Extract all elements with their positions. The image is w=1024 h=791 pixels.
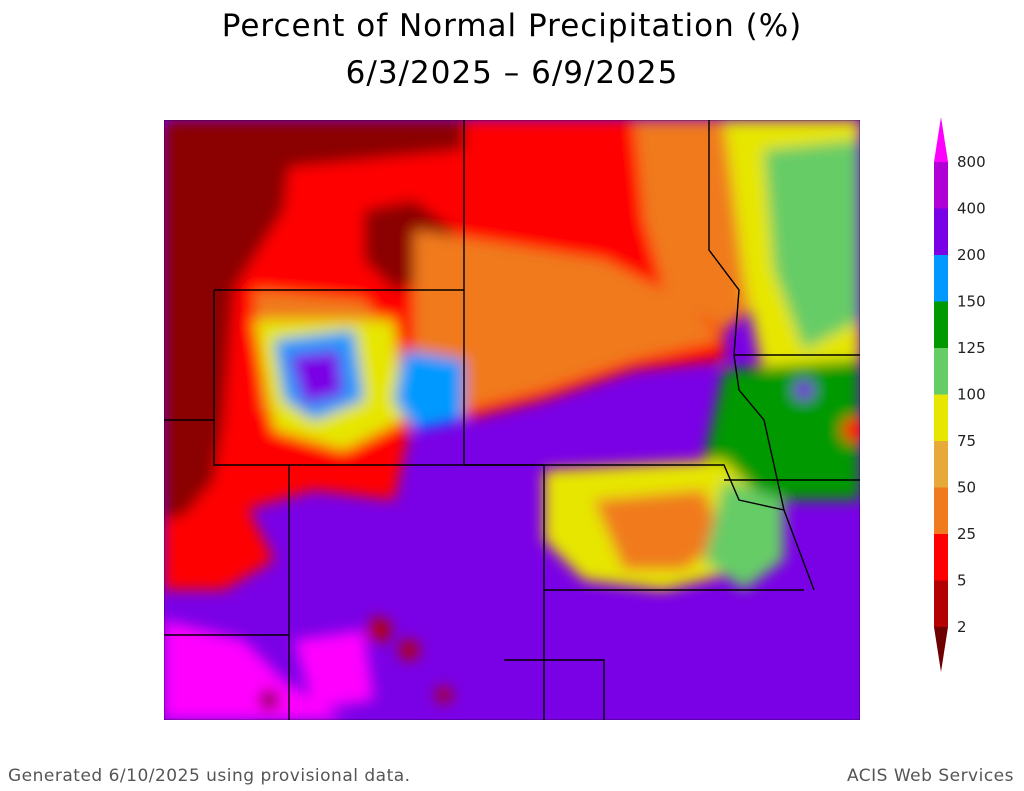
legend-label: 25 [957,525,976,543]
region-blue-center [394,350,464,430]
precipitation-map [164,120,860,720]
hotspot-south-3 [259,690,279,710]
color-legend: 800 400 200 150 125 100 75 50 25 5 2 [934,117,986,672]
region-magenta-south-center [294,630,374,710]
legend-label: 200 [957,246,986,264]
region-magenta-southwest [164,620,344,720]
source-credit: ACIS Web Services [846,766,1014,786]
state-borders [164,120,860,720]
hotspot-east-1 [842,418,860,442]
legend-label: 400 [957,200,986,218]
generated-note: Generated 6/10/2025 using provisional da… [8,766,411,786]
hotspot-south-2 [399,640,419,660]
legend-label: 100 [957,386,986,404]
legend-bottom-arrow [934,627,948,672]
hotspot-east-2 [794,380,814,400]
legend-swatch [934,255,948,302]
legend-swatch [934,162,948,209]
legend-label: 125 [957,339,986,357]
legend-swatch [934,441,948,488]
map-title: Percent of Normal Precipitation (%) [221,8,803,44]
region-red-southwest [164,500,274,590]
legend-swatch [934,487,948,534]
region-green-south-east [704,480,784,590]
legend-swatch [934,348,948,395]
region-orange-center-south [594,490,724,570]
legend-swatch [934,208,948,255]
legend-label: 5 [957,572,967,590]
legend-label: 2 [957,618,967,636]
legend-swatch [934,394,948,441]
hotspot-south-4 [436,687,452,703]
legend-label: 150 [957,293,986,311]
region-orange-center [414,230,724,410]
legend-label: 800 [957,153,986,171]
legend-top-arrow [934,117,948,162]
region-darkred-blob-2 [164,120,464,180]
legend-swatch [934,534,948,581]
legend-swatch [934,580,948,627]
region-northwest-darkred [164,120,294,540]
region-green-east [764,140,860,350]
legend-label: 75 [957,432,976,450]
hotspot-south-1 [367,618,391,642]
region-purple-west-center [289,350,344,405]
date-range: 6/3/2025 – 6/9/2025 [345,55,679,91]
legend-swatch [934,301,948,348]
legend-label: 50 [957,479,976,497]
